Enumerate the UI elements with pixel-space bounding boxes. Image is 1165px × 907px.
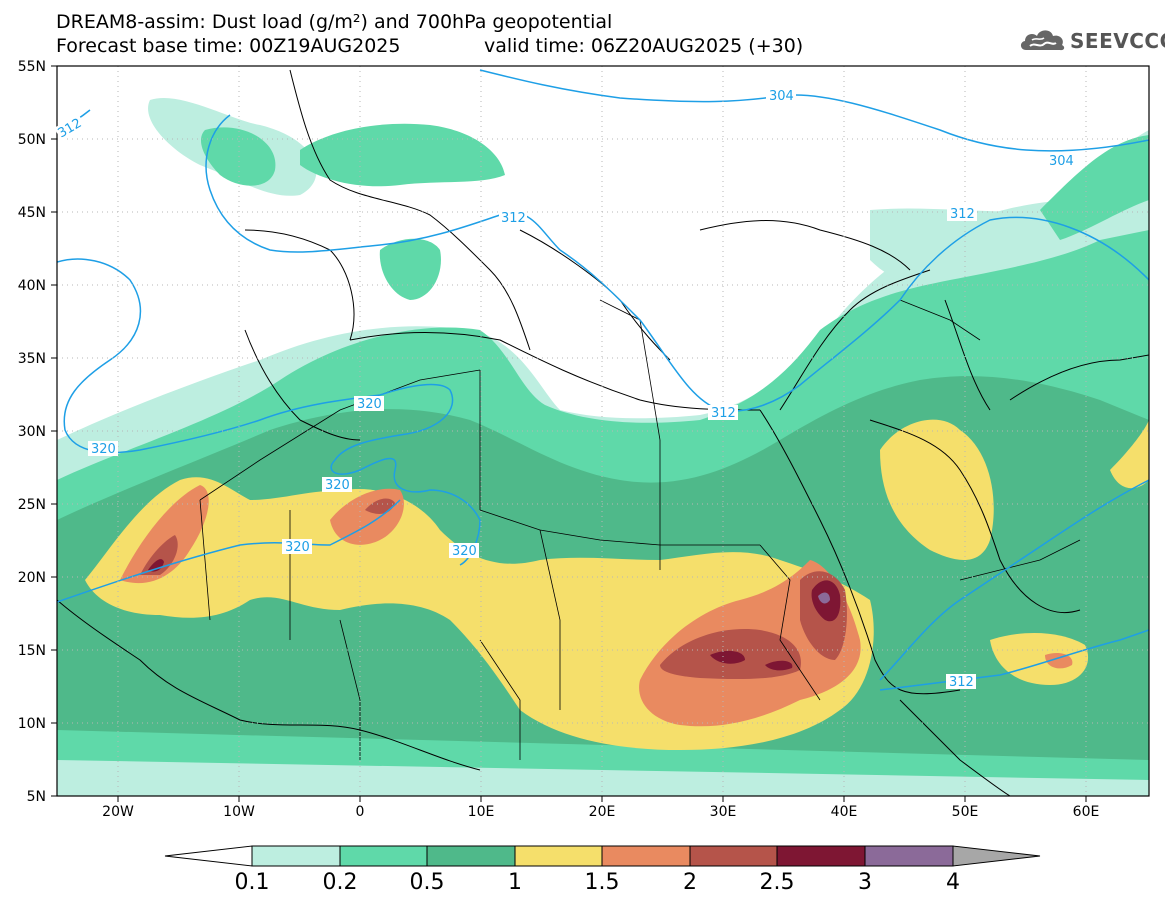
lat-label: 45N xyxy=(18,205,46,221)
contour-label: 312 xyxy=(949,675,974,690)
colorbar-label: 1 xyxy=(508,870,522,895)
lat-label: 55N xyxy=(18,59,46,75)
contour-labels: 304 304 312 312 312 312 312 320 320 320 … xyxy=(54,88,1076,690)
lat-label: 20N xyxy=(18,570,46,586)
lat-label: 5N xyxy=(27,789,46,805)
colorbar xyxy=(164,845,1041,867)
forecast-base-time: Forecast base time: 00Z19AUG2025 xyxy=(56,35,401,57)
contour-label: 320 xyxy=(357,397,382,412)
lat-label: 15N xyxy=(18,643,46,659)
lon-label: 0 xyxy=(356,804,365,820)
coastlines xyxy=(57,69,1149,796)
lat-label: 30N xyxy=(18,424,46,440)
colorbar-label: 0.2 xyxy=(322,870,358,895)
contour-label: 320 xyxy=(285,540,310,555)
colorbar-swatch xyxy=(514,845,603,867)
contour-label: 320 xyxy=(91,442,116,457)
colorbar-label: 1.5 xyxy=(584,870,620,895)
seevccc-logo: SEEVCCC xyxy=(1018,26,1165,54)
contour-label: 312 xyxy=(501,211,526,226)
lon-label: 20E xyxy=(589,804,616,820)
lon-label: 10E xyxy=(468,804,495,820)
colorbar-swatch xyxy=(601,845,691,867)
longitude-labels: 20W 10W 0 10E 20E 30E 40E 50E 60E xyxy=(102,804,1099,820)
map-subtitle: Forecast base time: 00Z19AUG2025 valid t… xyxy=(56,36,803,96)
lat-label: 40N xyxy=(18,278,46,294)
colorbar-swatch xyxy=(339,845,428,867)
contour-label: 304 xyxy=(769,89,794,104)
colorbar-label: 4 xyxy=(946,870,960,895)
contour-label: 320 xyxy=(452,544,477,559)
lat-label: 50N xyxy=(18,132,46,148)
valid-time: valid time: 06Z20AUG2025 (+30) xyxy=(484,35,804,57)
map-title: DREAM8-assim: Dust load (g/m²) and 700hP… xyxy=(56,11,613,33)
lat-label: 10N xyxy=(18,716,46,732)
lon-label: 30E xyxy=(710,804,737,820)
lon-label: 50E xyxy=(952,804,979,820)
colorbar-swatch xyxy=(864,845,954,867)
colorbar-label: 0.1 xyxy=(234,870,270,895)
colorbar-high-arrow xyxy=(952,845,1041,867)
colorbar-swatch xyxy=(689,845,778,867)
colorbar-label: 2.5 xyxy=(759,870,795,895)
lon-label: 20W xyxy=(102,804,134,820)
lat-label: 25N xyxy=(18,497,46,513)
colorbar-swatch xyxy=(426,845,516,867)
borders xyxy=(199,299,1081,760)
graticule xyxy=(57,66,1149,796)
contour-label: 304 xyxy=(1049,154,1074,169)
lon-label: 60E xyxy=(1073,804,1100,820)
tick-marks xyxy=(51,65,1087,802)
colorbar-label: 0.5 xyxy=(409,870,445,895)
colorbar-label: 2 xyxy=(683,870,697,895)
contour-label: 320 xyxy=(325,478,350,493)
dust-shading xyxy=(57,66,1149,796)
latitude-labels: 55N 50N 45N 40N 35N 30N 25N 20N 15N 10N … xyxy=(18,59,46,805)
colorbar-low-arrow xyxy=(164,845,253,867)
contour-label: 312 xyxy=(950,207,975,222)
lon-label: 40E xyxy=(831,804,858,820)
logo-text: SEEVCCC xyxy=(1070,29,1165,53)
contour-label: 312 xyxy=(711,406,736,421)
colorbar-label: 3 xyxy=(858,870,872,895)
lon-label: 10W xyxy=(223,804,255,820)
colorbar-swatch xyxy=(776,845,866,867)
cloud-icon xyxy=(1020,30,1065,51)
colorbar-swatch xyxy=(251,845,341,867)
lat-label: 35N xyxy=(18,351,46,367)
